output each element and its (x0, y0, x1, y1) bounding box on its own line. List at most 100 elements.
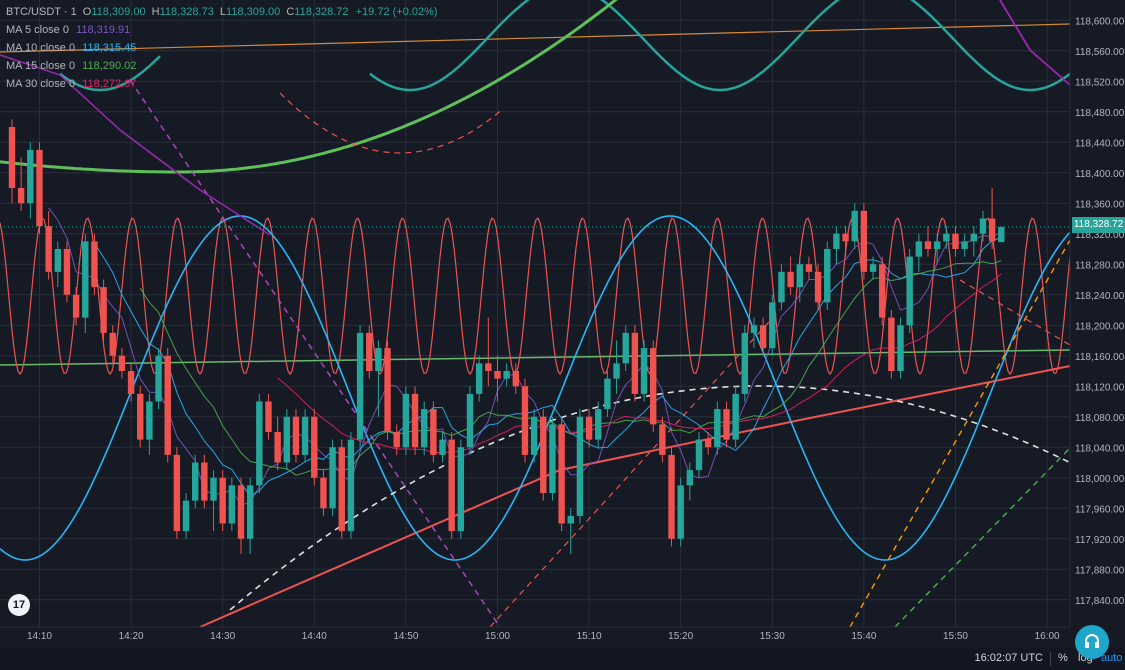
time-tick-label: 15:10 (577, 631, 602, 642)
candle (952, 226, 959, 257)
candle-body (17, 188, 25, 204)
candle-body (998, 226, 1005, 243)
price-tick-label: 118,040.00 (1075, 443, 1125, 454)
candle (814, 264, 822, 310)
candle (576, 409, 584, 524)
candle (164, 348, 171, 463)
candles-layer (8, 119, 1005, 554)
candle-body (237, 485, 245, 539)
candle-body (677, 485, 684, 539)
candle-body (173, 454, 181, 532)
candle (750, 317, 758, 349)
candle-body (485, 363, 492, 371)
candle-body (45, 226, 52, 272)
candle (356, 325, 364, 448)
candle-body (796, 264, 803, 288)
candle (851, 203, 858, 249)
price-tick-label: 118,200.00 (1075, 321, 1125, 332)
candle-body (695, 439, 703, 471)
ma5-value: 118,319.91 (76, 24, 131, 36)
candle (384, 340, 391, 440)
candle (558, 416, 565, 532)
candle (494, 355, 501, 402)
candle-body (466, 393, 474, 448)
legend-ma30[interactable]: MA 30 close 0 118,272.67 (6, 75, 438, 93)
candle (475, 355, 483, 402)
candle-body (897, 325, 904, 371)
candle (393, 424, 400, 455)
candle (833, 226, 840, 265)
candle (787, 256, 794, 295)
candle-body (888, 317, 895, 371)
price-tick-label: 118,080.00 (1075, 413, 1125, 424)
candle-body (100, 287, 107, 333)
candle (906, 249, 913, 333)
candle-body (457, 447, 465, 532)
candle-body (402, 393, 410, 448)
candle (585, 409, 593, 448)
candle-body (585, 416, 593, 440)
candle (237, 477, 245, 554)
candle-body (63, 249, 71, 295)
candle (411, 386, 419, 455)
candle (714, 401, 721, 455)
candle-body (118, 355, 126, 371)
tradingview-logo[interactable]: 17 (8, 594, 30, 616)
candle (796, 256, 803, 303)
support-button[interactable] (1075, 625, 1109, 659)
candle (695, 432, 703, 478)
time-tick-label: 14:50 (393, 631, 418, 642)
legend-ohlc-row[interactable]: BTC/USDT · 1 O118,309.00 H118,328.73 L11… (6, 3, 438, 21)
candle (805, 256, 813, 280)
candle (613, 340, 620, 394)
candle-body (668, 454, 675, 539)
candle (622, 325, 629, 371)
candle-body (338, 447, 345, 532)
candle-body (36, 149, 43, 227)
green-dashed-line (894, 447, 1071, 628)
candle-body (860, 210, 868, 272)
price-tick-label: 117,960.00 (1075, 504, 1125, 515)
candle (842, 226, 849, 257)
candle (100, 279, 107, 341)
auto-scale-button[interactable]: auto (1101, 652, 1123, 664)
high-label: H (151, 6, 160, 18)
candle (219, 470, 226, 532)
candle (650, 340, 657, 432)
candle-body (979, 218, 987, 234)
candle (274, 416, 281, 471)
time-axis: 14:10 14:20 14:30 14:40 14:50 15:00 15:10 15:20… (27, 631, 1060, 642)
utc-clock[interactable]: 16:02:07 UTC (974, 652, 1043, 664)
candle (137, 386, 144, 448)
price-tick-label: 118,000.00 (1075, 474, 1125, 485)
candle-body (576, 416, 584, 516)
candle (155, 348, 162, 410)
legend-ma10[interactable]: MA 10 close 0 118,315.45 (6, 39, 438, 57)
legend-ma15[interactable]: MA 15 close 0 118,290.02 (6, 57, 438, 75)
candle (256, 393, 263, 493)
legend-ma5[interactable]: MA 5 close 0 118,319.91 (6, 21, 438, 39)
candle-body (952, 233, 959, 249)
ma10-line (93, 237, 1002, 497)
candle-body (659, 424, 666, 455)
candle (503, 363, 510, 387)
candle-body (631, 332, 639, 394)
candle-body (970, 233, 977, 242)
price-tick-label: 118,120.00 (1075, 382, 1125, 393)
candle-body (530, 416, 538, 455)
candle-body (869, 264, 877, 272)
symbol-label[interactable]: BTC/USDT · 1 (6, 6, 77, 18)
candle-body (512, 371, 519, 387)
cyan-sine-wave (0, 215, 1071, 561)
low-label: L (219, 6, 227, 18)
percent-scale-button[interactable]: % (1058, 652, 1068, 664)
candle (320, 470, 327, 516)
purple-curve (999, 0, 1071, 86)
candle (778, 264, 785, 310)
candle-body (256, 401, 263, 486)
candle-body (210, 477, 217, 501)
candle (301, 409, 309, 463)
candle (659, 416, 666, 463)
